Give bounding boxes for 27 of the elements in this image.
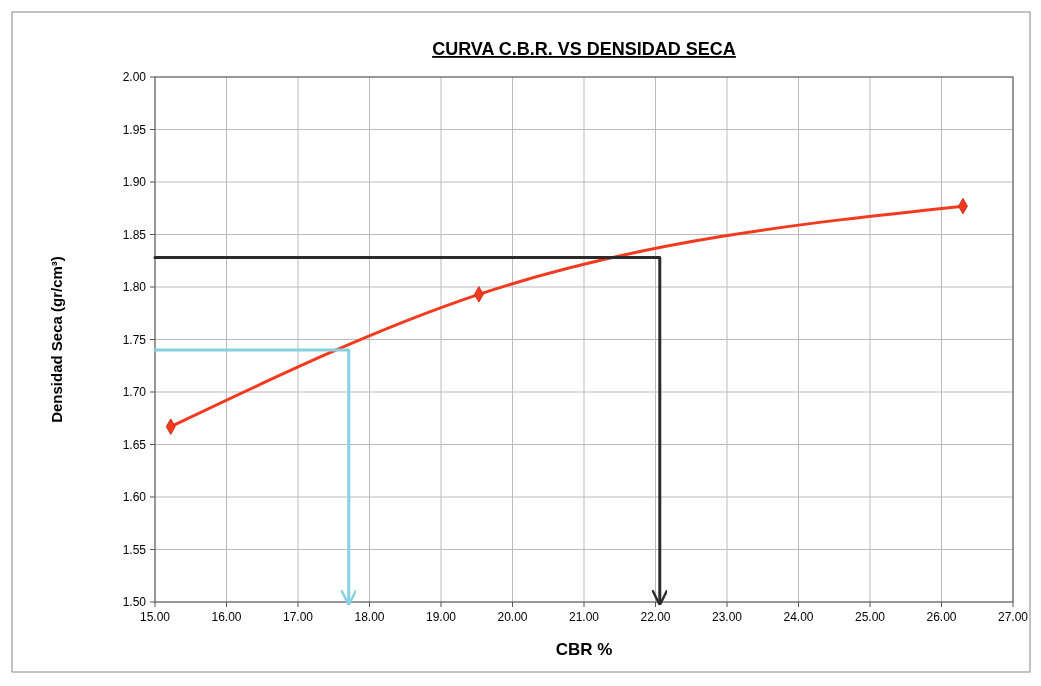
x-tick-label: 18.00 xyxy=(354,610,385,624)
x-tick-label: 23.00 xyxy=(711,610,743,624)
chart-title: CURVA C.B.R. VS DENSIDAD SECA xyxy=(432,39,736,59)
y-tick-label: 1.90 xyxy=(122,175,147,189)
y-tick-label: 1.85 xyxy=(122,227,147,242)
x-tick-label: 27.00 xyxy=(997,610,1029,624)
y-tick-label: 1.75 xyxy=(122,332,147,347)
y-tick-label: 1.50 xyxy=(122,595,147,609)
x-axis-title: CBR % xyxy=(555,640,613,659)
x-tick-label: 21.00 xyxy=(568,610,600,624)
y-tick-label: 1.95 xyxy=(122,122,147,137)
y-tick-label: 2.00 xyxy=(122,70,147,84)
x-tick-label: 22.00 xyxy=(640,610,671,624)
x-tick-label: 20.00 xyxy=(497,610,528,624)
y-tick-label: 1.65 xyxy=(122,437,147,452)
x-tick-label: 26.00 xyxy=(926,610,957,624)
y-tick-label: 1.55 xyxy=(122,542,147,557)
x-tick-label: 16.00 xyxy=(211,610,242,624)
x-tick-label: 17.00 xyxy=(282,610,314,624)
y-tick-label: 1.60 xyxy=(122,490,147,504)
y-axis-title: Densidad Seca (gr/cm³) xyxy=(48,256,65,423)
x-tick-label: 15.00 xyxy=(139,610,171,624)
x-tick-label: 25.00 xyxy=(854,610,886,624)
x-tick-label: 24.00 xyxy=(783,610,814,624)
y-tick-label: 1.70 xyxy=(122,385,147,399)
y-tick-label: 1.80 xyxy=(122,280,147,294)
x-tick-label: 19.00 xyxy=(425,610,457,624)
